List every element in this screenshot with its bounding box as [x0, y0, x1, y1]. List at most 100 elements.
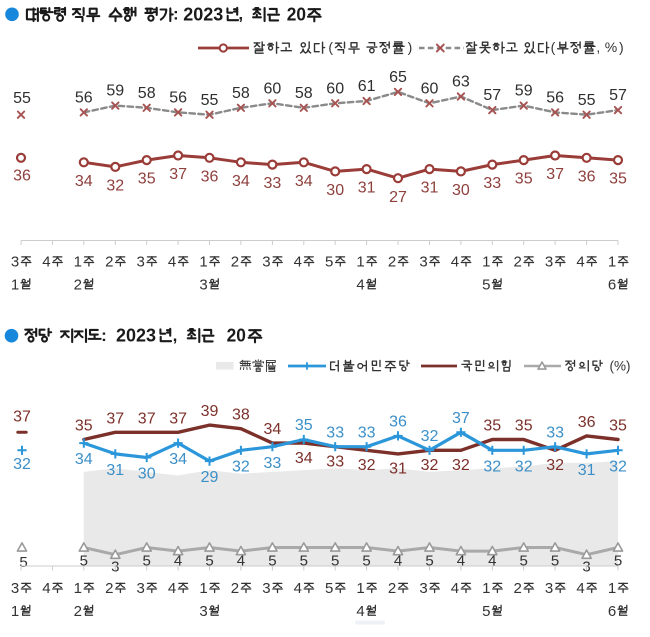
svg-text:1: 1: [74, 253, 82, 270]
svg-text:5: 5: [300, 552, 308, 569]
svg-text:56: 56: [546, 90, 564, 107]
svg-text:5: 5: [482, 603, 490, 620]
svg-text:5: 5: [614, 552, 622, 569]
svg-text:2023: 2023: [116, 326, 156, 346]
svg-text:4: 4: [356, 603, 364, 620]
svg-text:5: 5: [325, 580, 333, 597]
svg-text:60: 60: [421, 80, 439, 97]
svg-text:2023: 2023: [183, 5, 223, 25]
svg-text:37: 37: [106, 410, 124, 427]
svg-text:36: 36: [578, 414, 596, 431]
svg-text:4: 4: [451, 580, 459, 597]
svg-text:(%): (%): [610, 359, 631, 374]
svg-text:3: 3: [137, 253, 145, 270]
svg-text:5: 5: [331, 552, 339, 569]
svg-text:65: 65: [389, 69, 407, 86]
svg-text:(: (: [551, 39, 556, 55]
svg-text:5: 5: [143, 552, 151, 569]
svg-text:4: 4: [451, 253, 459, 270]
svg-text:1: 1: [199, 253, 207, 270]
svg-text:5: 5: [19, 554, 27, 571]
svg-text:32: 32: [13, 456, 31, 473]
svg-text:29: 29: [201, 469, 219, 486]
svg-text:32: 32: [421, 428, 439, 445]
svg-text:57: 57: [609, 87, 627, 104]
svg-text:3: 3: [137, 580, 145, 597]
svg-text:2: 2: [388, 253, 396, 270]
svg-text:,: ,: [238, 5, 243, 24]
svg-text:31: 31: [389, 461, 407, 478]
svg-text:35: 35: [75, 418, 93, 435]
svg-text:30: 30: [452, 182, 470, 199]
svg-text:35: 35: [295, 417, 313, 434]
svg-text:33: 33: [326, 454, 344, 471]
svg-text:2: 2: [74, 603, 82, 620]
svg-text:6: 6: [608, 276, 616, 293]
svg-text:6: 6: [608, 603, 616, 620]
svg-text:4: 4: [168, 253, 176, 270]
svg-text:35: 35: [515, 418, 533, 435]
svg-text:37: 37: [138, 410, 156, 427]
svg-text:4: 4: [42, 580, 50, 597]
svg-text:3: 3: [11, 253, 19, 270]
svg-text:,: ,: [173, 326, 178, 345]
svg-text:5: 5: [325, 253, 333, 270]
svg-text:56: 56: [75, 90, 93, 107]
svg-text:32: 32: [546, 457, 564, 474]
svg-text:32: 32: [106, 178, 124, 195]
svg-text:5: 5: [362, 552, 370, 569]
svg-text:1: 1: [482, 580, 490, 597]
svg-text:2: 2: [105, 580, 113, 597]
svg-text:4: 4: [42, 253, 50, 270]
svg-text:2: 2: [388, 580, 396, 597]
svg-text:3: 3: [419, 253, 427, 270]
svg-text:4: 4: [356, 276, 364, 293]
svg-text:56: 56: [169, 90, 187, 107]
svg-text:36: 36: [389, 414, 407, 431]
svg-text:38: 38: [232, 407, 250, 424]
svg-text:39: 39: [201, 403, 219, 420]
svg-text:4: 4: [488, 552, 496, 569]
svg-text:1: 1: [11, 276, 19, 293]
svg-text:36: 36: [201, 168, 219, 185]
svg-text:4: 4: [237, 552, 245, 569]
svg-text:): ): [408, 39, 413, 55]
svg-text:32: 32: [452, 457, 470, 474]
svg-text:55: 55: [13, 90, 31, 107]
svg-text:33: 33: [358, 424, 376, 441]
svg-text:61: 61: [358, 78, 376, 95]
svg-text:35: 35: [609, 418, 627, 435]
svg-text:34: 34: [169, 451, 187, 468]
svg-text:58: 58: [295, 85, 313, 102]
svg-text:5: 5: [205, 552, 213, 569]
svg-text:5: 5: [425, 552, 433, 569]
svg-text::: :: [173, 5, 179, 24]
svg-text:36: 36: [13, 167, 31, 184]
svg-text:2: 2: [105, 253, 113, 270]
svg-text:34: 34: [75, 173, 93, 190]
svg-text:5: 5: [482, 276, 490, 293]
svg-text:33: 33: [264, 455, 282, 472]
svg-text:4: 4: [294, 580, 302, 597]
svg-text:): ): [619, 39, 624, 55]
svg-text:4: 4: [576, 253, 584, 270]
svg-text:33: 33: [483, 175, 501, 192]
svg-text:35: 35: [483, 418, 501, 435]
svg-text:58: 58: [138, 85, 156, 102]
svg-text:34: 34: [232, 173, 250, 190]
svg-text:37: 37: [546, 166, 564, 183]
svg-text:1: 1: [11, 603, 19, 620]
svg-text:32: 32: [609, 458, 627, 475]
svg-text:33: 33: [326, 424, 344, 441]
svg-text:,: ,: [596, 39, 600, 55]
svg-text:34: 34: [295, 450, 313, 467]
svg-text:4: 4: [168, 580, 176, 597]
svg-text:57: 57: [483, 87, 501, 104]
svg-text:3: 3: [545, 580, 553, 597]
svg-text:35: 35: [609, 171, 627, 188]
svg-text:34: 34: [75, 451, 93, 468]
svg-text:37: 37: [13, 409, 31, 426]
svg-text:1: 1: [608, 580, 616, 597]
svg-text:2: 2: [231, 253, 239, 270]
svg-text:37: 37: [169, 410, 187, 427]
